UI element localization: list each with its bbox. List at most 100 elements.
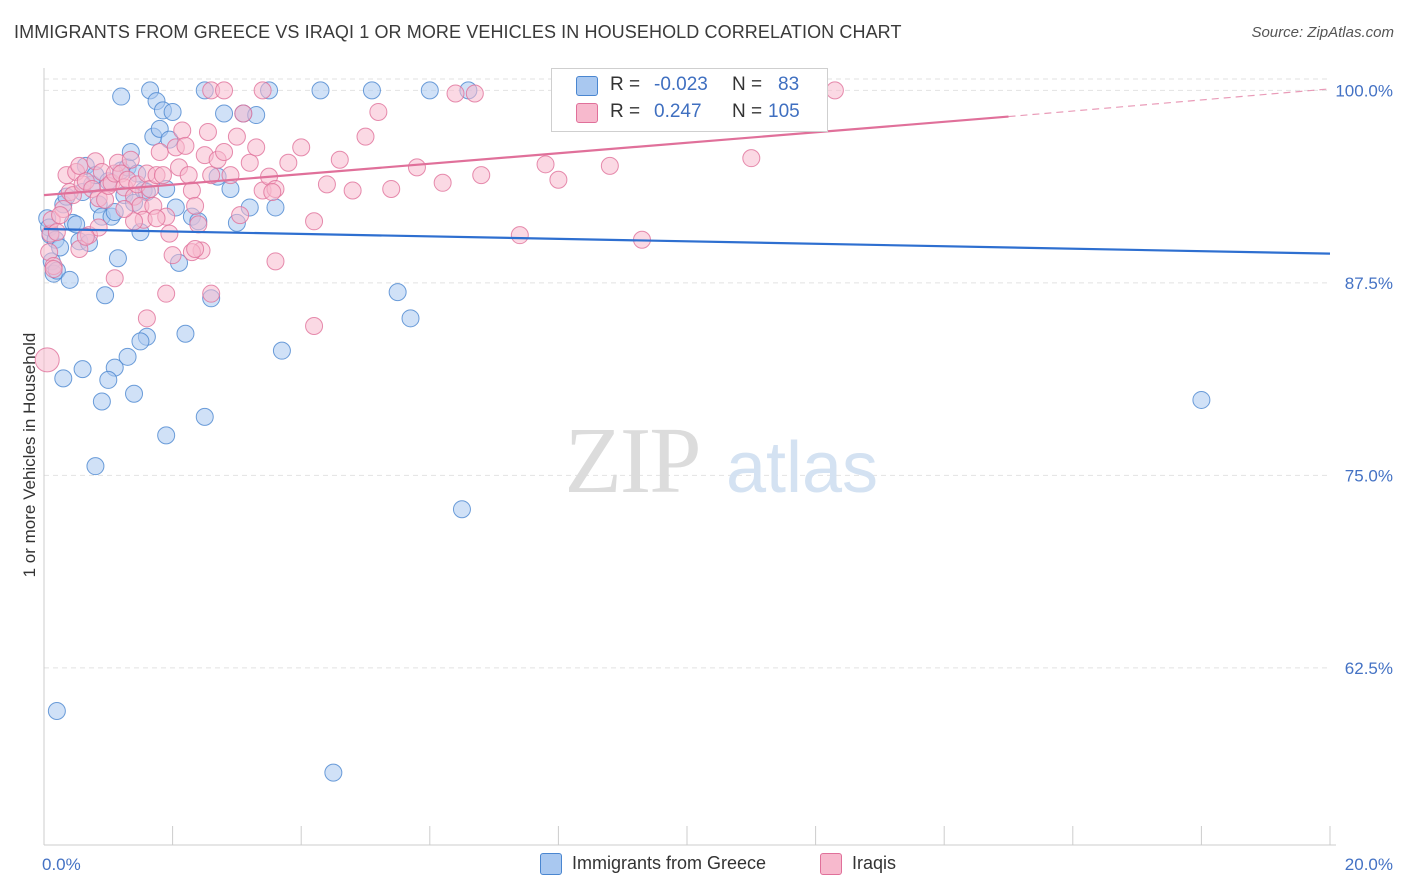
iraqi-point	[137, 309, 156, 328]
greece-point	[125, 384, 144, 403]
iraqi-point	[173, 121, 192, 140]
iraqi-point	[189, 215, 208, 234]
iraqi-point	[115, 199, 134, 218]
chart-source: Source: ZipAtlas.com	[1251, 24, 1394, 41]
iraqi-point	[47, 223, 66, 242]
greece-point	[118, 347, 137, 366]
chart-title: IMMIGRANTS FROM GREECE VS IRAQI 1 OR MOR…	[14, 22, 902, 42]
greece-point	[47, 702, 66, 721]
trend-lines	[43, 88, 1331, 255]
stats-row-iraqis: R = 0.247 N = 105	[552, 100, 827, 126]
iraqi-point	[536, 155, 555, 174]
iraqi-point	[240, 153, 259, 172]
legend-label-iraqis: Iraqis	[852, 853, 897, 873]
legend-swatch-greece	[540, 853, 562, 875]
iraqi-point	[121, 150, 140, 169]
iraqi-point	[234, 104, 253, 123]
legend-swatch-iraqis	[820, 853, 842, 875]
greece-point	[96, 286, 115, 305]
stats-row-greece: R = -0.023 N = 83	[552, 73, 827, 99]
iraqi-point	[356, 127, 375, 146]
greece-point	[73, 360, 92, 379]
greece-point	[1192, 390, 1211, 409]
iraqi-point	[105, 269, 124, 288]
greece-point	[452, 500, 471, 519]
iraqi-point	[742, 149, 761, 168]
watermark-zip: ZIP	[565, 409, 700, 513]
greece-point	[195, 407, 214, 426]
stats-n-value: 105	[768, 101, 800, 122]
greece-point	[92, 392, 111, 411]
greece-point	[311, 81, 330, 100]
iraqi-point	[202, 166, 221, 185]
greece-point	[86, 457, 105, 476]
iraqi-point	[369, 102, 388, 121]
greece-point	[215, 104, 234, 123]
iraqi-point	[76, 227, 95, 246]
x-tick-label: 0.0%	[42, 855, 81, 874]
iraqi-point	[510, 226, 529, 245]
iraqi-point	[44, 260, 63, 279]
greece-point	[99, 370, 118, 389]
watermark: ZIP atlas	[565, 409, 879, 513]
iraqi-point	[51, 206, 70, 225]
iraqi-point	[433, 173, 452, 192]
iraqi-point	[465, 84, 484, 103]
stats-r-value: 0.247	[654, 101, 702, 122]
iraqi-point	[157, 284, 176, 303]
greece-point	[157, 426, 176, 445]
iraqi-point	[215, 143, 234, 161]
stats-n-label: N =	[732, 101, 763, 122]
iraqi-point	[279, 153, 298, 172]
tick-labels: 100.0% 87.5% 75.0% 62.5% 0.0% 20.0%	[42, 81, 1393, 874]
iraqi-point	[305, 317, 324, 336]
stats-r-value: -0.023	[654, 74, 708, 95]
legend-label-greece: Immigrants from Greece	[572, 853, 767, 873]
iraqi-point	[70, 156, 89, 175]
trend-line-iraqis	[43, 115, 1009, 197]
grid-lines	[44, 78, 1330, 669]
series-iraqis-points	[34, 81, 844, 373]
iraqi-point	[825, 81, 844, 100]
iraqi-point	[292, 138, 311, 157]
iraqi-point	[163, 246, 182, 265]
x-tick-label: 20.0%	[1345, 855, 1393, 874]
iraqi-point	[198, 122, 217, 141]
greece-point	[362, 81, 381, 100]
stats-r-label: R =	[610, 74, 641, 95]
iraqi-point	[176, 136, 195, 155]
greece-point	[163, 102, 182, 121]
iraqi-point	[472, 166, 491, 185]
greece-point	[176, 324, 195, 343]
greece-point	[112, 87, 131, 106]
iraqi-point	[305, 212, 324, 231]
iraqi-point	[382, 179, 401, 198]
greece-point	[54, 369, 73, 388]
y-tick-label: 100.0%	[1335, 81, 1393, 100]
stats-r-label: R =	[610, 101, 641, 122]
iraqi-point	[179, 166, 198, 185]
trend-line-greece	[43, 227, 1331, 255]
greece-point	[401, 309, 420, 328]
iraqi-point	[317, 175, 336, 194]
iraqi-point	[186, 196, 205, 215]
iraqi-point	[253, 81, 272, 100]
iraqi-point	[247, 138, 266, 157]
greece-point	[324, 763, 343, 782]
axes	[43, 68, 1336, 846]
greece-point	[266, 198, 285, 217]
y-tick-label: 75.0%	[1345, 466, 1393, 485]
stats-n-value: 83	[778, 74, 800, 95]
iraqi-point	[600, 156, 619, 175]
iraqi-point	[446, 84, 465, 103]
iraqi-point	[343, 181, 362, 200]
iraqi-point	[202, 284, 221, 303]
greece-point	[60, 270, 79, 289]
iraqi-point	[231, 206, 250, 225]
greece-point	[131, 332, 150, 351]
iraqi-point	[34, 347, 60, 373]
greece-point	[388, 283, 407, 302]
y-tick-label: 87.5%	[1345, 274, 1393, 293]
iraqi-point	[549, 170, 568, 189]
